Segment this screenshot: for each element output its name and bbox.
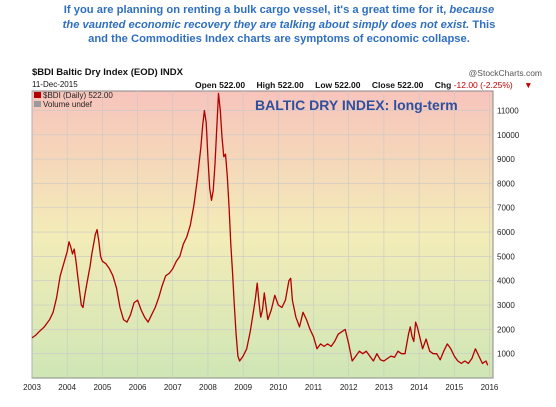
- down-arrow-icon: ▼: [524, 80, 533, 90]
- high-value: 522.00: [277, 80, 304, 90]
- close-quote: Close 522.00: [372, 80, 424, 90]
- x-tick-label: 2016: [481, 383, 499, 392]
- x-tick-label: 2005: [93, 383, 111, 392]
- chart-caption: If you are planning on renting a bulk ca…: [6, 3, 552, 47]
- open-value: 522.00: [219, 80, 246, 90]
- x-tick-label: 2003: [23, 383, 41, 392]
- low-quote: Low 522.00: [315, 80, 360, 90]
- x-tick-label: 2012: [340, 383, 358, 392]
- x-axis: 2003 2004 2005 2006 2007 2008 2009 2010 2011 2012…: [23, 383, 499, 392]
- y-tick-label: 4000: [497, 277, 515, 286]
- y-tick-label: 11000: [497, 106, 519, 115]
- caption-line-1: If you are planning on renting a bulk ca…: [6, 3, 552, 18]
- series-line-bdi: [31, 92, 489, 366]
- y-tick-label: 6000: [497, 228, 515, 237]
- close-value: 522.00: [397, 80, 424, 90]
- caption-line-1-italic: because: [449, 4, 495, 16]
- legend-swatch-bdi: [34, 92, 41, 98]
- x-tick-label: 2007: [164, 383, 182, 392]
- x-tick-label: 2009: [234, 383, 252, 392]
- y-axis: 1000 2000 3000 4000 5000 6000 7000 8000 9000 1000…: [497, 106, 520, 358]
- y-tick-label: 3000: [497, 301, 515, 310]
- source-label: @StockCharts.com: [468, 68, 542, 78]
- low-label: Low: [315, 80, 333, 90]
- plot-area: [31, 90, 494, 379]
- change-quote: Chg -12.00 (-2.25%) ▼: [435, 80, 542, 90]
- y-tick-label: 1000: [497, 350, 515, 359]
- caption-line-2-italic: the vaunted economic recovery they are t…: [62, 18, 470, 31]
- x-tick-label: 2013: [375, 383, 393, 392]
- y-tick-label: 8000: [497, 179, 515, 188]
- symbol-label: $BDI Baltic Dry Index (EOD) INDX: [32, 67, 183, 78]
- legend-label-volume: Volume undef: [43, 100, 93, 109]
- caption-line-2-tail: This: [469, 18, 496, 31]
- y-tick-label: 10000: [497, 131, 520, 140]
- x-tick-label: 2014: [410, 383, 428, 392]
- open-quote: Open 522.00: [195, 80, 245, 90]
- change-label: Chg: [434, 80, 452, 90]
- open-label: Open: [195, 80, 217, 90]
- caption-line-3: and the Commodities Index charts are sym…: [88, 33, 470, 45]
- close-label: Close: [371, 80, 396, 90]
- chart-title: BALTIC DRY INDEX: long-term: [255, 97, 458, 113]
- x-tick-label: 2004: [58, 383, 76, 392]
- x-tick-label: 2008: [199, 383, 217, 392]
- caption-line-2: the vaunted economic recovery they are t…: [6, 18, 552, 33]
- y-tick-label: 7000: [497, 204, 515, 213]
- high-quote: High 522.00: [256, 80, 303, 90]
- legend-label-bdi: $BDI (Daily) 522.00: [43, 91, 113, 100]
- y-tick-label: 5000: [497, 252, 515, 261]
- change-value: -12.00 (-2.25%): [453, 80, 513, 90]
- x-tick-label: 2010: [269, 383, 287, 392]
- y-tick-label: 9000: [497, 155, 515, 164]
- y-tick-label: 2000: [497, 325, 515, 334]
- x-tick-label: 2015: [445, 383, 463, 392]
- x-tick-label: 2011: [305, 383, 323, 392]
- symbol-text: $BDI Baltic Dry Index (EOD) INDX: [32, 67, 183, 78]
- caption-line-1-text: If you are planning on renting a bulk ca…: [63, 4, 450, 16]
- date-label: 11-Dec-2015: [32, 80, 78, 89]
- x-tick-label: 2006: [129, 383, 147, 392]
- high-label: High: [256, 80, 276, 90]
- low-value: 522.00: [334, 80, 361, 90]
- quote-bar: Open 522.00 High 522.00 Low 522.00 Close…: [195, 80, 551, 90]
- legend-swatch-volume: [34, 101, 41, 107]
- legend: $BDI (Daily) 522.00 Volume undef: [34, 91, 113, 109]
